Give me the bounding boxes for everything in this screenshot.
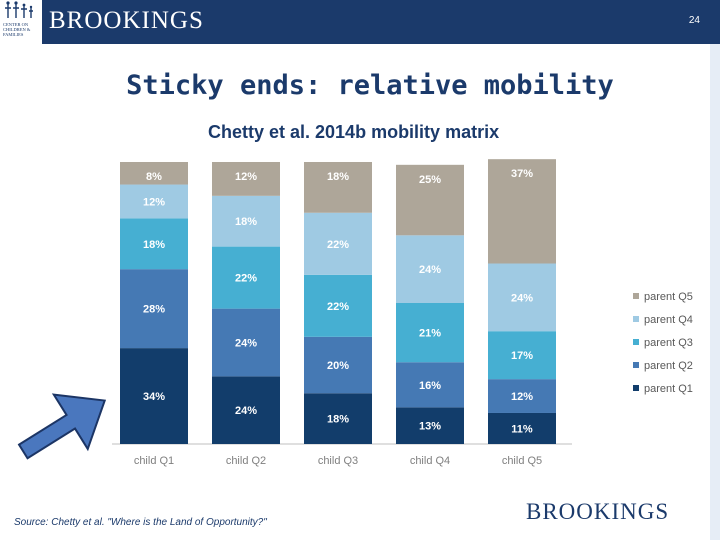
- family-figures-icon: [5, 1, 33, 18]
- data-label: 37%: [511, 168, 533, 180]
- legend-label: parent Q1: [644, 383, 693, 395]
- bar-segment-parent-q1-child-q2: [212, 376, 280, 444]
- data-label: 18%: [143, 239, 165, 251]
- bar-segment-parent-q5-child-q1: [120, 162, 188, 185]
- bar-segment-parent-q1-child-q3: [304, 393, 372, 444]
- right-accent-bar: [710, 44, 720, 540]
- arrow-icon: [17, 393, 107, 460]
- bar-segment-parent-q2-child-q1: [120, 269, 188, 349]
- page-number: 24: [688, 15, 700, 26]
- data-label: 8%: [146, 171, 162, 183]
- brookings-brand[interactable]: BROOKINGS: [49, 7, 204, 34]
- bar-segment-parent-q5-child-q3: [304, 162, 372, 213]
- data-label: 18%: [327, 414, 349, 426]
- data-label: 12%: [235, 171, 257, 183]
- source-note: Source: Chetty et al. "Where is the Land…: [14, 517, 267, 528]
- bar-segment-parent-q3-child-q2: [212, 246, 280, 309]
- stacked-bar-chart: 34% 28% 18% 12% 8% child Q1 24% 24% 22% 18% 12% chi…: [112, 159, 693, 467]
- bar-segment-parent-q2-child-q4: [396, 362, 464, 408]
- footer-brand[interactable]: BROOKINGS: [526, 499, 670, 524]
- data-label: 17%: [511, 350, 533, 362]
- bar-segment-parent-q4-child-q4: [396, 235, 464, 303]
- bar-segment-parent-q2-child-q2: [212, 308, 280, 377]
- chart-panel: Chetty et al. 2014b mobility matrix 34% 2…: [110, 111, 710, 471]
- x-tick-label: child Q3: [318, 455, 358, 467]
- data-label: 22%: [235, 273, 257, 285]
- legend-label: parent Q4: [644, 314, 693, 326]
- bar-segment-parent-q1-child-q5: [488, 412, 556, 444]
- legend-label: parent Q3: [644, 337, 693, 349]
- x-tick-label: child Q2: [226, 455, 266, 467]
- bar-segment-parent-q3-child-q5: [488, 331, 556, 380]
- data-label: 24%: [419, 264, 441, 276]
- bar-segment-parent-q4-child-q3: [304, 212, 372, 275]
- x-tick-label: child Q1: [134, 455, 174, 467]
- bar-segment-parent-q1-child-q1: [120, 348, 188, 444]
- x-tick-label: child Q5: [502, 455, 542, 467]
- legend-swatch-parent-q3: [633, 339, 639, 345]
- legend-swatch-parent-q4: [633, 316, 639, 322]
- data-label: 24%: [511, 292, 533, 304]
- bar-segment-parent-q3-child-q1: [120, 218, 188, 270]
- data-label: 24%: [235, 337, 257, 349]
- bar-segment-parent-q4-child-q2: [212, 195, 280, 247]
- bar-segment-parent-q3-child-q3: [304, 274, 372, 337]
- data-label: 22%: [327, 239, 349, 251]
- data-label: 18%: [235, 216, 257, 228]
- bar-segment-parent-q3-child-q4: [396, 303, 464, 363]
- chart-title: Chetty et al. 2014b mobility matrix: [208, 122, 500, 142]
- bar-segment-parent-q2-child-q3: [304, 336, 372, 394]
- legend-label: parent Q2: [644, 360, 693, 372]
- x-tick-label: child Q4: [410, 455, 450, 467]
- bar-segment-parent-q5-child-q2: [212, 162, 280, 196]
- data-label: 13%: [419, 421, 441, 433]
- data-label: 20%: [327, 360, 349, 372]
- bar-segment-parent-q4-child-q1: [120, 184, 188, 219]
- data-label: 12%: [143, 196, 165, 208]
- legend-label: parent Q5: [644, 291, 693, 303]
- bar-segment-parent-q5-child-q5: [488, 159, 556, 264]
- center-logo: CENTER ON CHILDREN & FAMILIES: [0, 0, 42, 44]
- data-label: 12%: [511, 391, 533, 403]
- logo-caption: CENTER ON CHILDREN & FAMILIES: [3, 22, 31, 37]
- slide-title: Sticky ends: relative mobility: [126, 70, 614, 101]
- data-label: 24%: [235, 405, 257, 417]
- bar-segment-parent-q4-child-q5: [488, 263, 556, 332]
- data-label: 34%: [143, 391, 165, 403]
- data-label: 21%: [419, 328, 441, 340]
- header-bar: CENTER ON CHILDREN & FAMILIES BROOKINGS …: [0, 0, 720, 44]
- data-label: 11%: [511, 423, 533, 435]
- bar-segment-parent-q2-child-q5: [488, 379, 556, 413]
- data-label: 18%: [327, 171, 349, 183]
- legend-swatch-parent-q1: [633, 385, 639, 391]
- legend-swatch-parent-q5: [633, 293, 639, 299]
- legend-swatch-parent-q2: [633, 362, 639, 368]
- data-label: 28%: [143, 304, 165, 316]
- data-label: 22%: [327, 301, 349, 313]
- data-label: 25%: [419, 174, 441, 186]
- data-label: 16%: [419, 380, 441, 392]
- bar-segment-parent-q1-child-q4: [396, 407, 464, 444]
- bar-segment-parent-q5-child-q4: [396, 164, 464, 236]
